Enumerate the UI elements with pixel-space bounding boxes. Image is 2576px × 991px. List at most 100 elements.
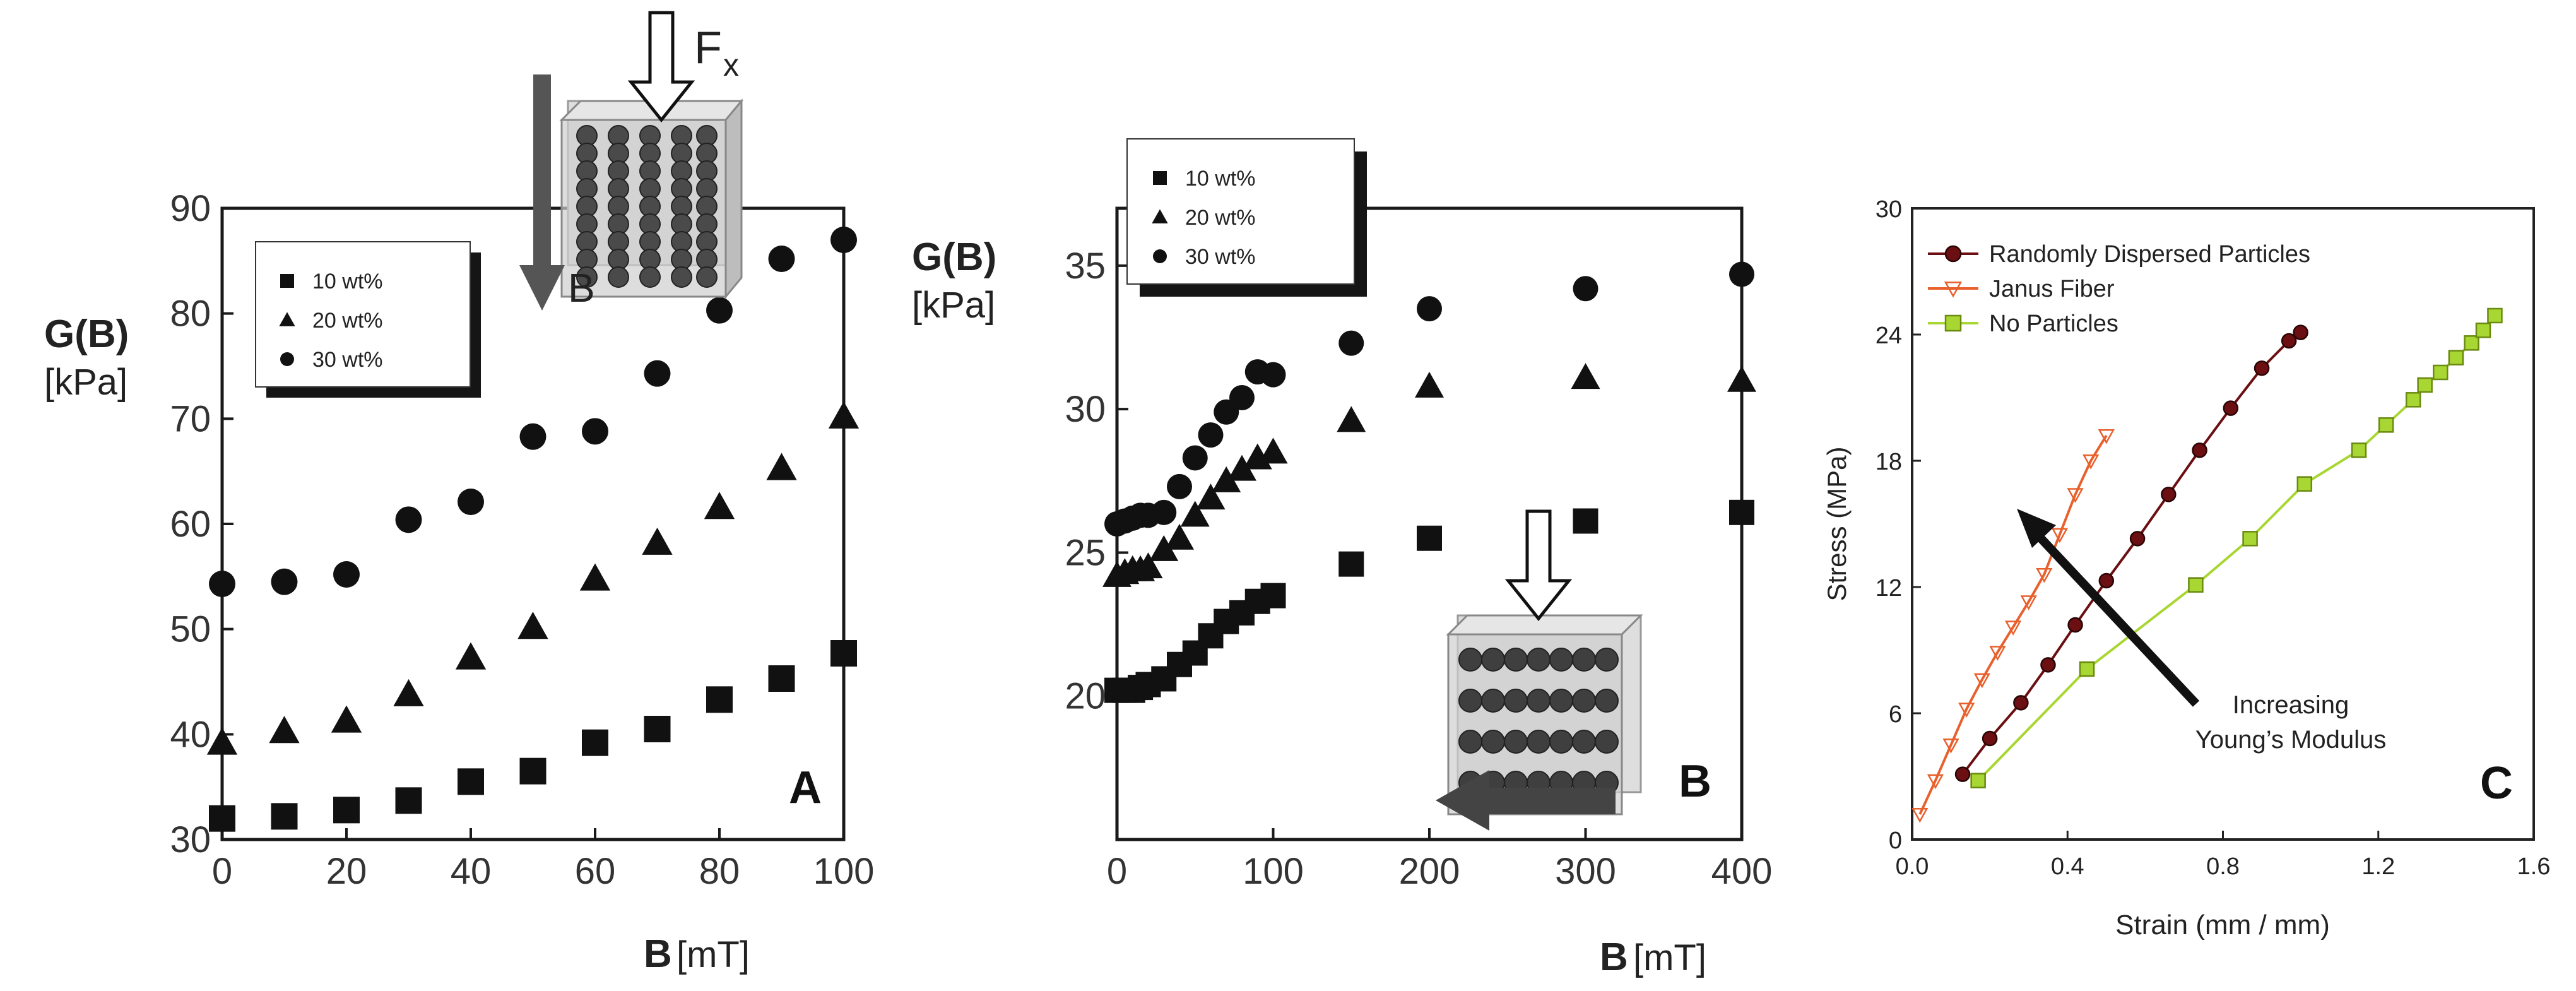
legend-marker-triangle — [1152, 209, 1168, 223]
data-point-square — [2464, 335, 2479, 351]
panel-a-xlabel: B — [644, 932, 672, 976]
y-tick-label: 90 — [170, 188, 211, 229]
panel-c-tick-marks — [1911, 207, 2535, 841]
data-point-triangle-down — [1927, 774, 1944, 790]
x-tick-label: 0.8 — [2206, 853, 2240, 880]
data-point-triangle — [1258, 437, 1288, 464]
data-point-square — [209, 805, 235, 832]
data-point-square — [2378, 417, 2394, 433]
particle — [1458, 648, 1482, 672]
data-point-square — [2351, 442, 2367, 458]
particle — [639, 266, 661, 288]
data-point-circle — [830, 227, 857, 253]
data-point-triangle-down — [1989, 646, 2006, 661]
x-tick-label: 400 — [1711, 851, 1773, 892]
legend-label: Janus Fiber — [1989, 276, 2115, 302]
panel-a-xlabel-unit: [mT] — [676, 934, 750, 975]
data-point-triangle-down — [2051, 528, 2069, 543]
panel-a-ylabel: G(B) — [44, 312, 129, 356]
data-point-circle — [2161, 487, 2177, 502]
data-point-triangle-down — [1958, 703, 1975, 718]
data-point-triangle — [828, 401, 860, 429]
particle — [1595, 730, 1619, 754]
data-point-circle — [1417, 296, 1442, 322]
data-point-triangle — [1727, 365, 1756, 392]
panel-b-ylabel: G(B) — [912, 235, 996, 279]
data-point-circle — [2098, 573, 2115, 589]
particle — [1481, 730, 1505, 754]
data-point-triangle-down — [2036, 567, 2053, 583]
data-point-triangle — [1133, 552, 1163, 579]
panel-b-data-points — [1102, 261, 1756, 703]
data-point-square — [2188, 577, 2204, 593]
particle — [1504, 689, 1528, 713]
data-point-triangle — [1196, 484, 1226, 510]
legend-marker-square — [280, 274, 294, 288]
particle — [1481, 689, 1505, 713]
panel-c-tick-labels: 0.0 0.4 0.8 1.2 1.6 0 6 12 18 24 30 — [1876, 196, 2551, 880]
data-point-square — [768, 665, 795, 692]
particle — [576, 266, 598, 288]
particle — [696, 266, 718, 288]
data-point-square — [2475, 323, 2491, 338]
panel-c-series — [1911, 307, 2503, 823]
x-tick-label: 100 — [1243, 851, 1304, 892]
data-point-circle — [395, 506, 422, 533]
data-point-triangle — [1165, 523, 1194, 550]
data-point-triangle — [393, 679, 424, 706]
data-point-square — [1260, 583, 1286, 608]
force-arrow-icon — [1504, 509, 1573, 622]
data-point-triangle-down — [1942, 738, 1959, 754]
particle — [1458, 730, 1482, 754]
data-point-square — [2417, 377, 2433, 393]
data-point-circle — [768, 246, 795, 272]
field-arrow-icon — [1436, 770, 1616, 831]
force-subscript: x — [723, 47, 739, 83]
particle — [1481, 648, 1505, 672]
data-point-triangle — [1337, 406, 1366, 432]
data-point-circle — [2129, 531, 2146, 547]
y-tick-label: 12 — [1876, 575, 1902, 602]
particle — [1572, 648, 1596, 672]
data-point-square — [2405, 392, 2421, 408]
data-point-triangle — [1571, 363, 1600, 389]
field-arrow-icon — [519, 74, 565, 311]
data-point-square — [1970, 773, 1986, 788]
data-point-circle — [2192, 442, 2207, 458]
data-point-triangle-down — [1911, 807, 1929, 823]
data-point-triangle-down — [2020, 595, 2037, 610]
data-point-circle — [458, 489, 484, 515]
data-point-triangle — [331, 705, 362, 733]
data-point-square — [2448, 350, 2464, 365]
data-point-triangle — [1180, 501, 1210, 527]
force-arrow-icon — [627, 11, 695, 123]
panel-b-xlabel: B — [1600, 935, 1628, 979]
data-point-square — [1573, 508, 1598, 534]
annotation-line-2: Young’s Modulus — [2195, 726, 2386, 754]
x-tick-label: 0 — [212, 851, 232, 892]
panel-a-tick-labels: 0 20 40 60 80 100 30 40 50 60 70 80 90 — [170, 188, 874, 892]
data-point-circle — [1729, 261, 1754, 287]
data-point-circle — [2293, 324, 2308, 340]
particle — [1595, 648, 1619, 672]
data-point-square — [582, 729, 608, 756]
data-point-circle — [1167, 473, 1192, 499]
data-point-triangle-down — [2067, 488, 2084, 503]
data-point-triangle — [642, 527, 673, 555]
legend-marker-triangle — [279, 312, 295, 326]
particle — [1527, 730, 1551, 754]
particle — [1458, 689, 1482, 713]
data-point-square — [2242, 531, 2258, 547]
particle — [1549, 648, 1573, 672]
legend-label: 10 wt% — [312, 270, 383, 294]
particle-chains — [1458, 648, 1619, 795]
data-point-circle — [1260, 362, 1286, 388]
data-point-square — [271, 803, 298, 830]
data-point-square — [2296, 476, 2313, 492]
panel-a-legend-entries: 10 wt% 20 wt% 30 wt% — [279, 270, 383, 372]
data-point-circle — [706, 297, 733, 324]
legend-marker-square — [1153, 171, 1167, 185]
data-point-triangle-down — [1973, 673, 1990, 689]
data-point-square — [644, 716, 671, 742]
panel-a: 0 20 40 60 80 100 30 40 50 60 70 80 90 10 wt% 20 wt% 3… — [44, 11, 874, 976]
